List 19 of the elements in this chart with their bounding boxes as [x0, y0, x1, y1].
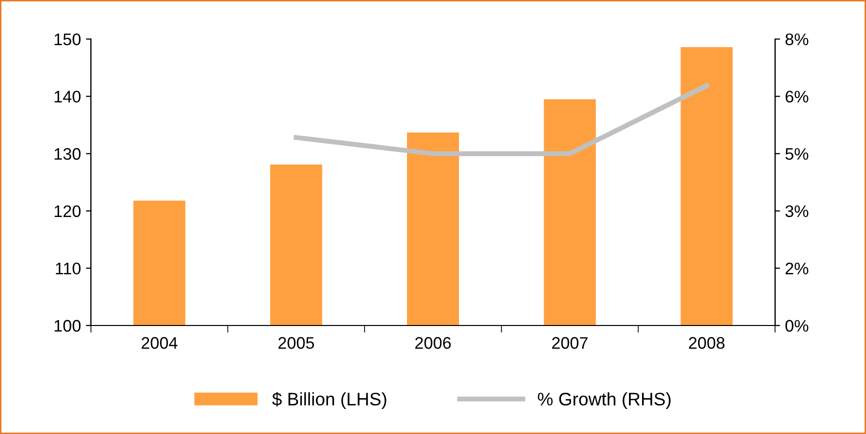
y2-tick-label: 8% — [786, 33, 808, 46]
y-tick-label: 140 — [54, 90, 81, 103]
y2-tick-label: 2% — [786, 262, 808, 274]
y2-tick-label: 5% — [785, 148, 808, 160]
x-tick-label: 2008 — [688, 337, 724, 349]
legend-label: % Growth (RHS) — [538, 392, 671, 410]
y2-tick-label: 3% — [785, 205, 808, 218]
y2-tick-label: 6% — [786, 90, 808, 103]
y-tick-label: 110 — [56, 262, 81, 274]
y-tick-label: 130 — [54, 148, 81, 160]
y-tick-label: 120 — [54, 205, 81, 218]
y-tick-label: 150 — [54, 33, 81, 46]
legend-label: $ Billion (LHS) — [272, 392, 386, 410]
y-tick-label: 100 — [54, 320, 81, 332]
x-tick-label: 2005 — [278, 337, 314, 349]
x-tick-label: 2004 — [142, 337, 178, 349]
y2-tick-label: 0% — [785, 320, 808, 332]
x-tick-label: 2006 — [415, 337, 451, 349]
x-tick-label: 2007 — [552, 337, 588, 349]
